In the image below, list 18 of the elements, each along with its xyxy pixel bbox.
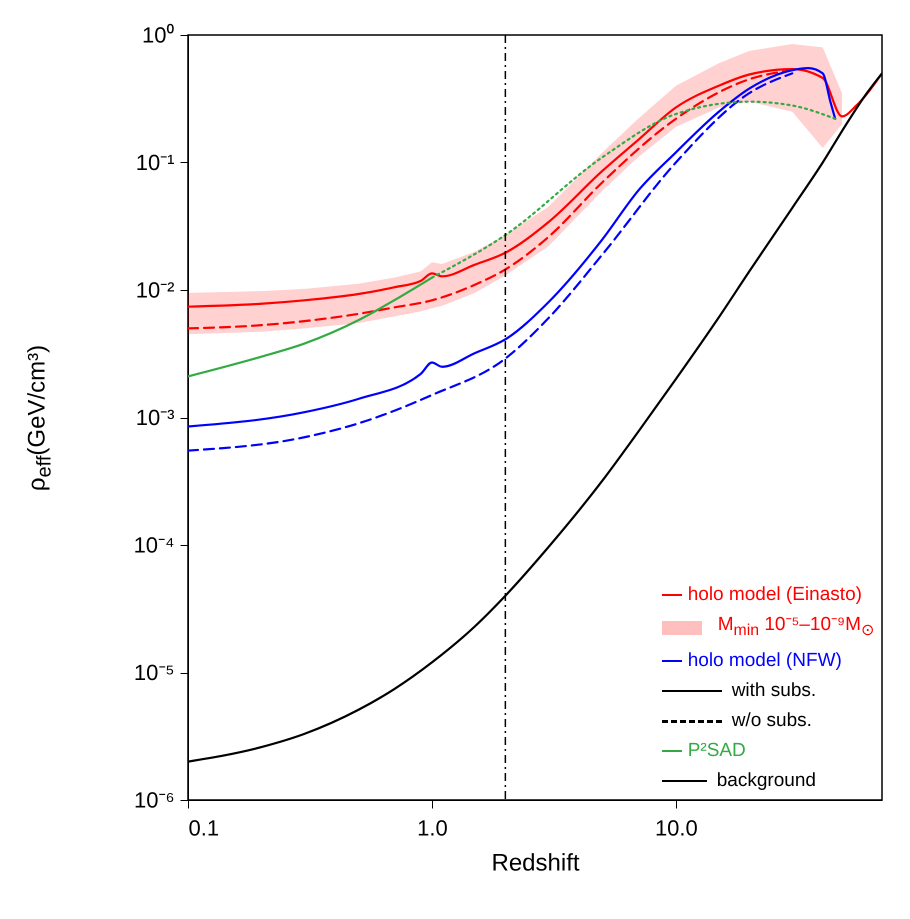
- annotation: w/o subs.: [732, 709, 812, 733]
- legend-label: background: [716, 769, 816, 793]
- legend-label: holo model (NFW): [688, 649, 842, 673]
- legend-label: holo model (Einasto): [688, 583, 862, 608]
- x-tick-label: 0.1: [188, 816, 220, 840]
- annotation: M$_{min}$ 10⁻⁵–10⁻⁹M$_{⊙}$: [718, 613, 874, 641]
- y-tick-label: 10⁻³: [136, 405, 174, 430]
- y-tick-label: 10⁻²: [136, 278, 174, 302]
- y-tick-label: 10⁻⁵: [134, 660, 174, 685]
- y-tick-label: 10⁻¹: [136, 150, 174, 175]
- y-tick-label: 10⁻⁶: [134, 788, 174, 812]
- x-tick-label: 10.0: [654, 816, 698, 840]
- annotation: with subs.: [732, 679, 816, 703]
- x-axis-title: Redshift: [491, 850, 580, 876]
- y-tick-label: 10⁰: [142, 22, 174, 48]
- legend-label: P²SAD: [688, 739, 746, 763]
- x-tick-label: 1.0: [417, 816, 448, 840]
- y-tick-label: 10⁻⁴: [134, 532, 174, 558]
